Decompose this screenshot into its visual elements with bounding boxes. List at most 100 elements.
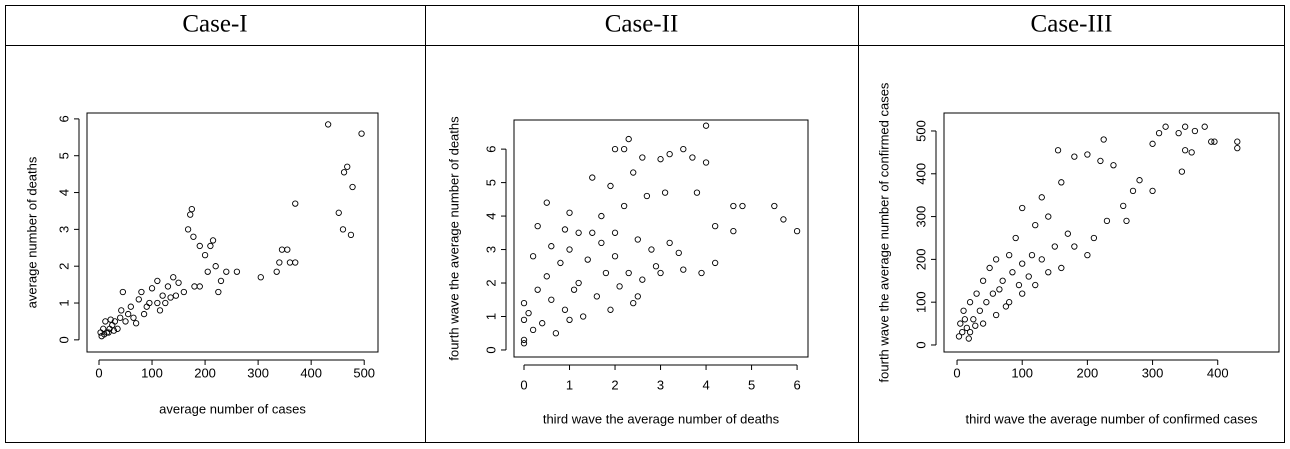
point [146,299,153,307]
point [130,314,137,321]
point [1051,243,1058,250]
point [561,306,569,313]
y-tick-label: 1 [483,313,498,320]
point [712,222,719,230]
case-header: Case-I [182,11,247,38]
y-axis-label: fourth wave the average number of confir… [876,82,891,382]
point [702,159,710,166]
point [1028,251,1036,259]
x-tick-label: 0 [520,377,527,392]
point [98,333,105,340]
point [575,279,582,287]
point [143,303,150,310]
point [996,286,1003,293]
point [1006,299,1013,306]
point [520,299,528,307]
point [525,309,532,317]
point [570,286,578,293]
point [212,263,219,270]
y-axis-label: fourth wave the average number of deaths [446,116,461,361]
point [589,174,596,181]
point [1120,202,1127,210]
point [187,211,194,218]
point [543,273,550,280]
point [1129,187,1137,195]
point [639,154,646,161]
point [204,268,211,275]
point [534,286,541,293]
point [983,299,990,306]
point [955,333,963,340]
point [324,121,332,128]
point [666,239,673,247]
x-tick-label: 300 [1142,365,1164,380]
point [170,274,177,281]
point [680,145,687,153]
point [148,285,156,292]
point [138,288,145,296]
point [973,290,980,297]
point [543,199,550,206]
point [548,296,555,303]
point [648,246,655,253]
point [1191,127,1199,135]
point [566,316,573,323]
point [132,320,140,327]
point [1149,140,1156,147]
point [223,268,230,275]
point [292,200,299,207]
x-axis-label: third wave the average number of confirm… [966,411,1258,426]
y-tick-label: 100 [913,291,928,313]
x-tick-label: 6 [793,377,800,392]
point [630,299,637,307]
point [167,294,174,301]
point [657,269,664,277]
point [1038,194,1045,201]
point [257,274,264,281]
point [1064,230,1071,237]
x-tick-label: 100 [1011,365,1033,380]
point [965,335,972,342]
point [1110,162,1117,169]
point [344,163,351,170]
point [172,292,180,299]
point [593,293,600,300]
point [1058,264,1065,272]
point [963,324,970,332]
point [292,259,299,266]
point [1155,129,1163,137]
point [339,226,347,233]
point [957,320,964,327]
point [607,306,614,313]
y-tick-label: 0 [56,336,71,343]
point [611,229,619,236]
point [1054,147,1062,154]
point [1084,251,1091,259]
point [520,336,528,344]
point [117,314,124,321]
y-tick-label: 0 [913,341,928,348]
point [125,310,132,318]
point [1038,256,1045,263]
point [273,268,280,275]
point [1178,168,1186,175]
point [1019,204,1026,212]
point [284,246,291,253]
point [107,316,114,323]
point [520,340,528,347]
point [100,325,107,332]
point [561,226,569,233]
point [1012,234,1019,242]
point [135,296,142,303]
plot-frame [943,112,1280,353]
point [589,229,596,236]
point [702,122,710,129]
point [639,276,646,283]
point [657,156,664,163]
table-border [5,5,1285,443]
case-header: Case-II [605,11,679,38]
x-tick-label: 5 [748,377,755,392]
point [1136,177,1143,184]
point [1032,281,1039,289]
point [184,226,192,233]
